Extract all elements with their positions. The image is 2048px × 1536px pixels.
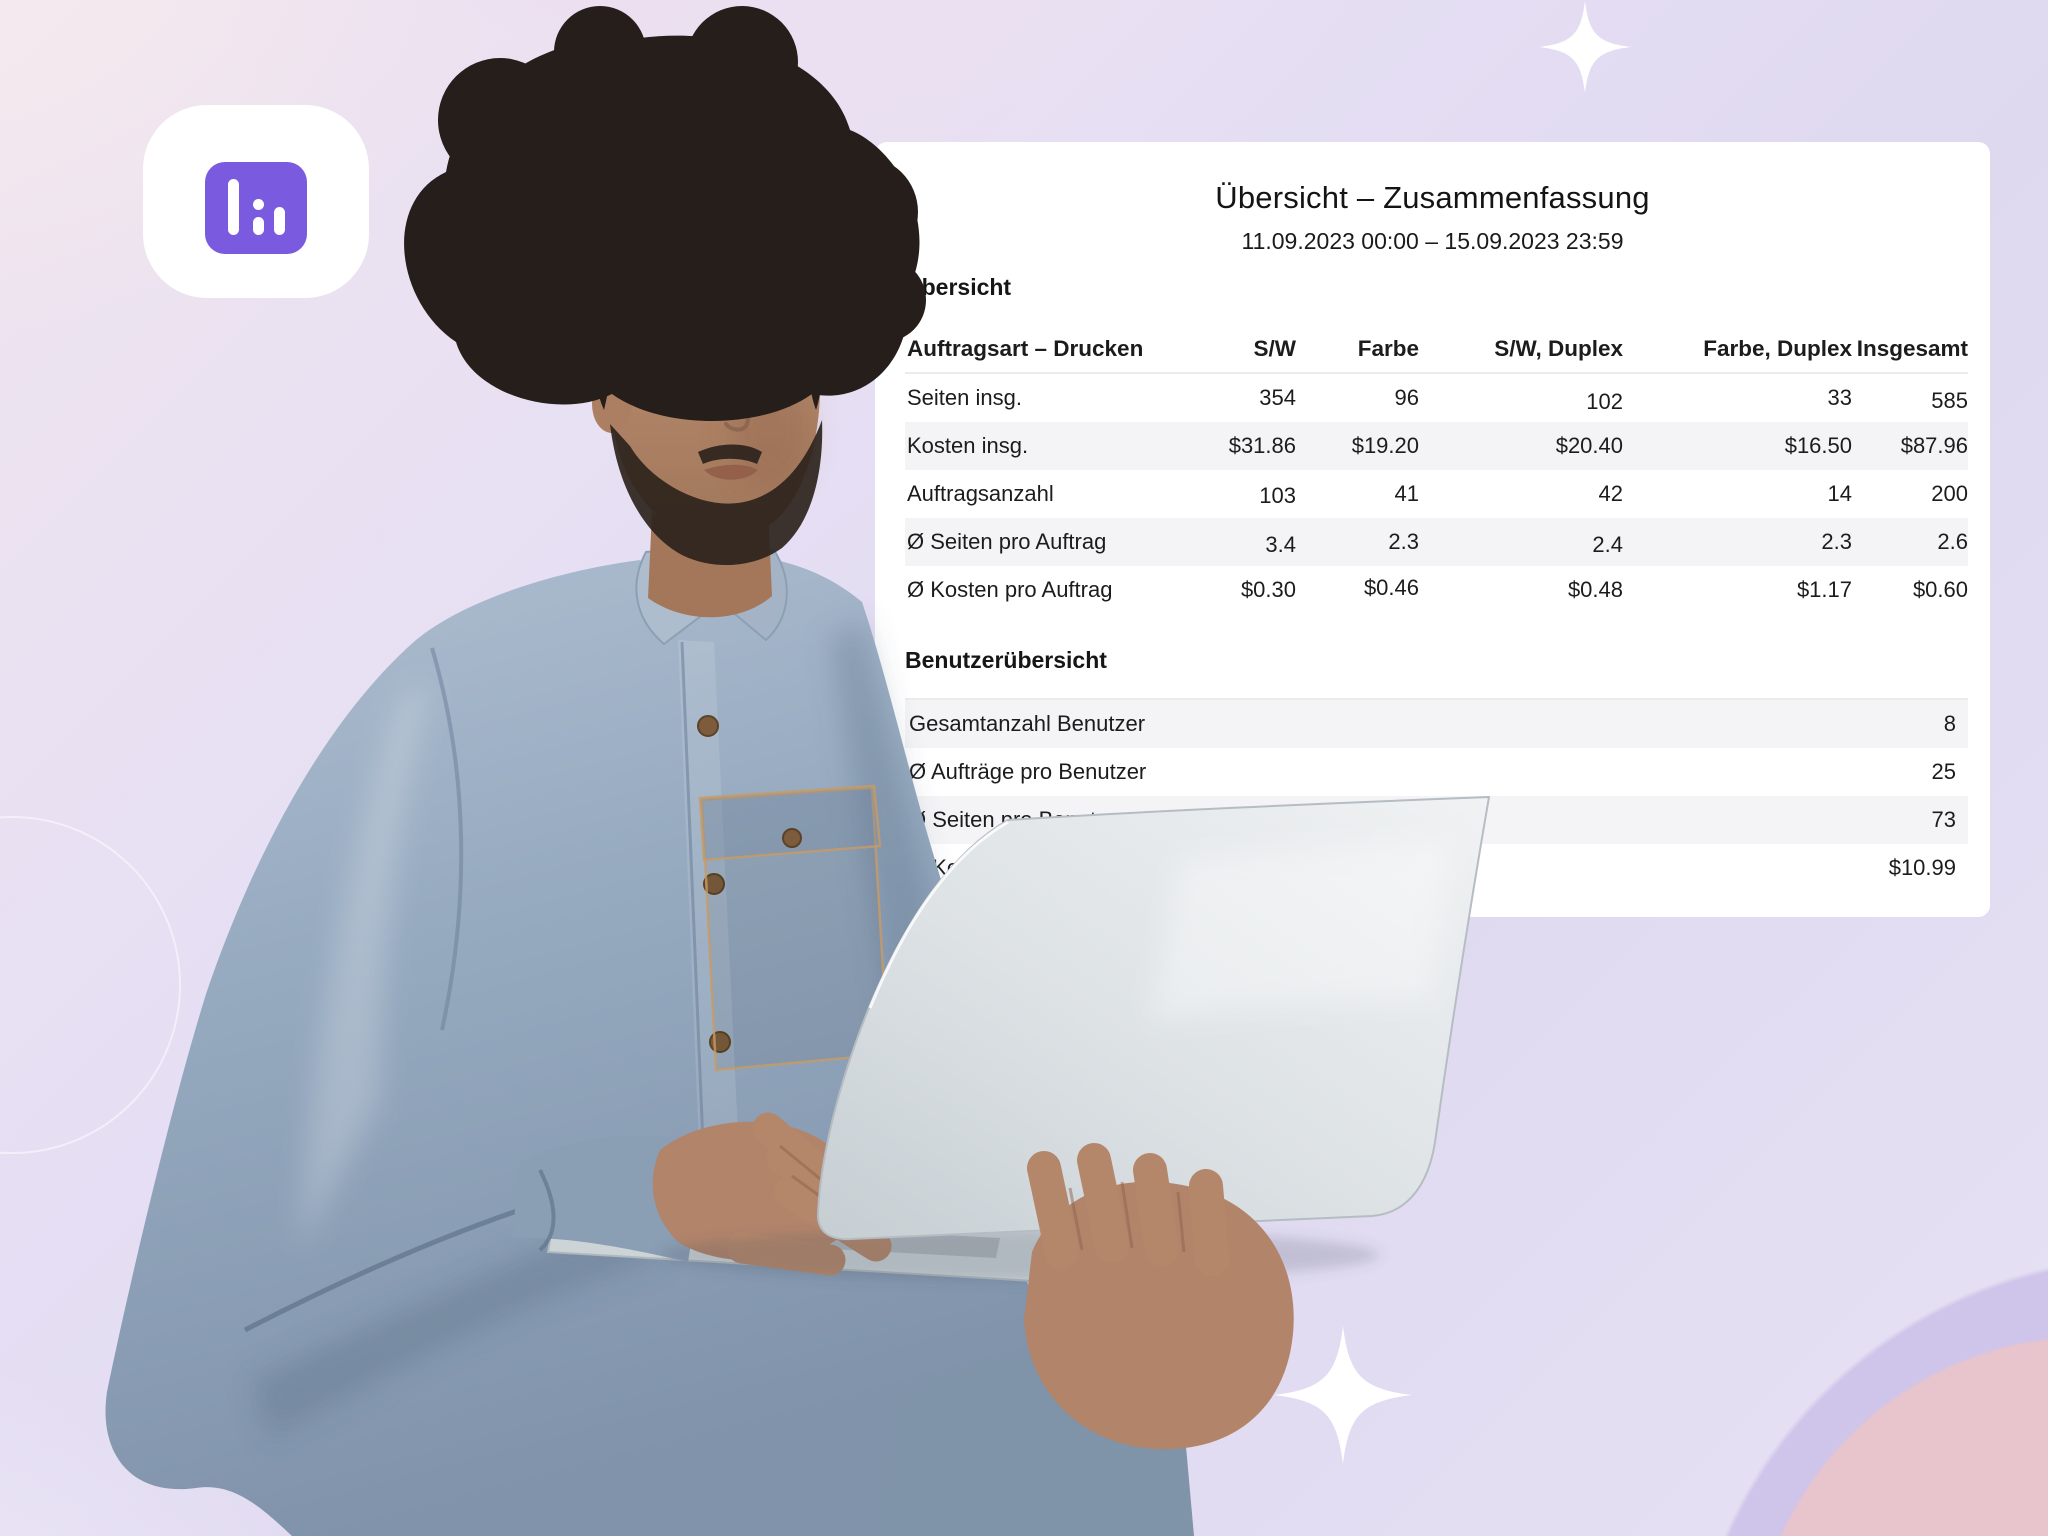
- row-label: Kosten insg.: [907, 433, 1029, 458]
- cell-value: 102: [1586, 389, 1623, 414]
- table-row: Ø Seiten pro Auftrag 3.4 2.3 2.4 2.3 2.6: [905, 518, 1968, 566]
- sparkle-icon: [1274, 1326, 1412, 1464]
- shirt-button: [709, 1031, 731, 1053]
- shirt-collar: [635, 546, 724, 646]
- shirt-button: [703, 873, 725, 895]
- shirt-pocket: [698, 784, 890, 1072]
- mustache: [698, 444, 762, 464]
- right-hand: [878, 1143, 1294, 1536]
- cell-value: 33: [1827, 385, 1852, 410]
- cell-value: 200: [1931, 481, 1968, 506]
- left-hand: [512, 1112, 892, 1276]
- ring-decoration: [0, 816, 181, 1154]
- report-card: Übersicht – Zusammenfassung 11.09.2023 0…: [875, 142, 1990, 917]
- row-label: Ø Kosten pro Benutzer: [909, 855, 1133, 880]
- table-row: Ø Seiten pro Benutzer 73: [905, 796, 1968, 844]
- table-row: Kosten insg. $31.86 $19.20 $20.40 $16.50 $87.…: [905, 422, 1968, 470]
- row-label: Gesamtanzahl Benutzer: [909, 711, 1146, 736]
- cell-value: 103: [1259, 483, 1296, 508]
- column-header: Insgesamt: [1856, 336, 1968, 361]
- cell-value: 25: [1931, 759, 1956, 784]
- shirt-button: [697, 715, 719, 737]
- table-row: Ø Kosten pro Auftrag $0.30 $0.46 $0.48 $1.17…: [905, 566, 1968, 614]
- report-title: Übersicht – Zusammenfassung: [1215, 180, 1650, 215]
- row-label: Seiten insg.: [907, 385, 1022, 410]
- cell-value: $16.50: [1784, 433, 1852, 458]
- table-row: Auftragsanzahl 103 41 42 14 200: [905, 470, 1968, 518]
- report-date-range: 11.09.2023 00:00 – 15.09.2023 23:59: [1241, 228, 1624, 254]
- cell-value: 2.6: [1937, 529, 1968, 554]
- row-label: Ø Aufträge pro Benutzer: [909, 759, 1147, 784]
- cell-value: $31.86: [1228, 433, 1296, 458]
- column-header: Auftragsart – Drucken: [907, 336, 1144, 361]
- bar-chart-icon: [205, 162, 307, 254]
- row-label: Ø Seiten pro Auftrag: [907, 529, 1107, 554]
- cell-value: 96: [1394, 385, 1419, 410]
- table-row: Seiten insg. 354 96 102 33 585: [905, 374, 1968, 422]
- row-label: Auftragsanzahl: [907, 481, 1054, 506]
- left-sleeve-cuff: [512, 1135, 706, 1262]
- column-header: Farbe, Duplex: [1703, 336, 1852, 361]
- hair: [404, 6, 926, 422]
- cell-value: $0.30: [1240, 577, 1296, 602]
- cell-value: 42: [1598, 481, 1623, 506]
- beard: [610, 420, 823, 566]
- table-row: Ø Kosten pro Benutzer $10.99: [905, 844, 1968, 892]
- column-header: Farbe: [1357, 336, 1419, 361]
- user-overview-table: Gesamtanzahl Benutzer 8 Ø Aufträge pro Ben…: [905, 698, 1968, 892]
- cell-value: $0.60: [1912, 577, 1968, 602]
- cell-value: 354: [1259, 385, 1296, 410]
- app-logo: [143, 105, 369, 298]
- lips: [704, 464, 758, 480]
- cell-value: 3.4: [1265, 532, 1296, 557]
- section-heading-user-overview: Benutzerübersicht: [905, 647, 1107, 673]
- cell-value: 14: [1827, 481, 1852, 506]
- neck: [648, 508, 772, 618]
- cell-value: 73: [1931, 807, 1956, 832]
- ear: [592, 375, 632, 433]
- cell-value: 2.3: [1821, 529, 1852, 554]
- cell-value: $10.99: [1888, 855, 1956, 880]
- section-heading-overview: Übersicht: [905, 274, 1012, 300]
- shirt-collar: [716, 544, 788, 642]
- cell-value: 41: [1394, 481, 1419, 506]
- cell-value: 2.3: [1388, 529, 1419, 554]
- column-header: S/W: [1253, 336, 1297, 361]
- cell-value: 8: [1943, 711, 1956, 736]
- laptop-keyboard: [546, 1202, 1094, 1286]
- cell-value: $20.40: [1555, 433, 1623, 458]
- column-header: S/W, Duplex: [1494, 336, 1623, 361]
- cell-value: $0.46: [1363, 575, 1419, 600]
- table-row: Gesamtanzahl Benutzer 8: [905, 700, 1968, 748]
- right-sleeve-cuff: [878, 1349, 1194, 1536]
- cell-value: $19.20: [1351, 433, 1419, 458]
- cell-value: $87.96: [1900, 433, 1968, 458]
- table-row: Ø Aufträge pro Benutzer 25: [905, 748, 1968, 796]
- cell-value: $0.48: [1567, 577, 1623, 602]
- cell-value: 2.4: [1592, 532, 1623, 557]
- row-label: Ø Seiten pro Benutzer: [909, 807, 1127, 832]
- sparkle-icon: [1539, 1, 1631, 93]
- cell-value: $1.17: [1796, 577, 1852, 602]
- table-header-row: Auftragsart – Drucken S/W Farbe S/W, Duplex…: [905, 326, 1968, 374]
- row-label: Ø Kosten pro Auftrag: [907, 577, 1113, 602]
- face: [610, 276, 821, 542]
- overview-table: Auftragsart – Drucken S/W Farbe S/W, Duplex…: [905, 326, 1968, 614]
- cell-value: 585: [1931, 388, 1968, 413]
